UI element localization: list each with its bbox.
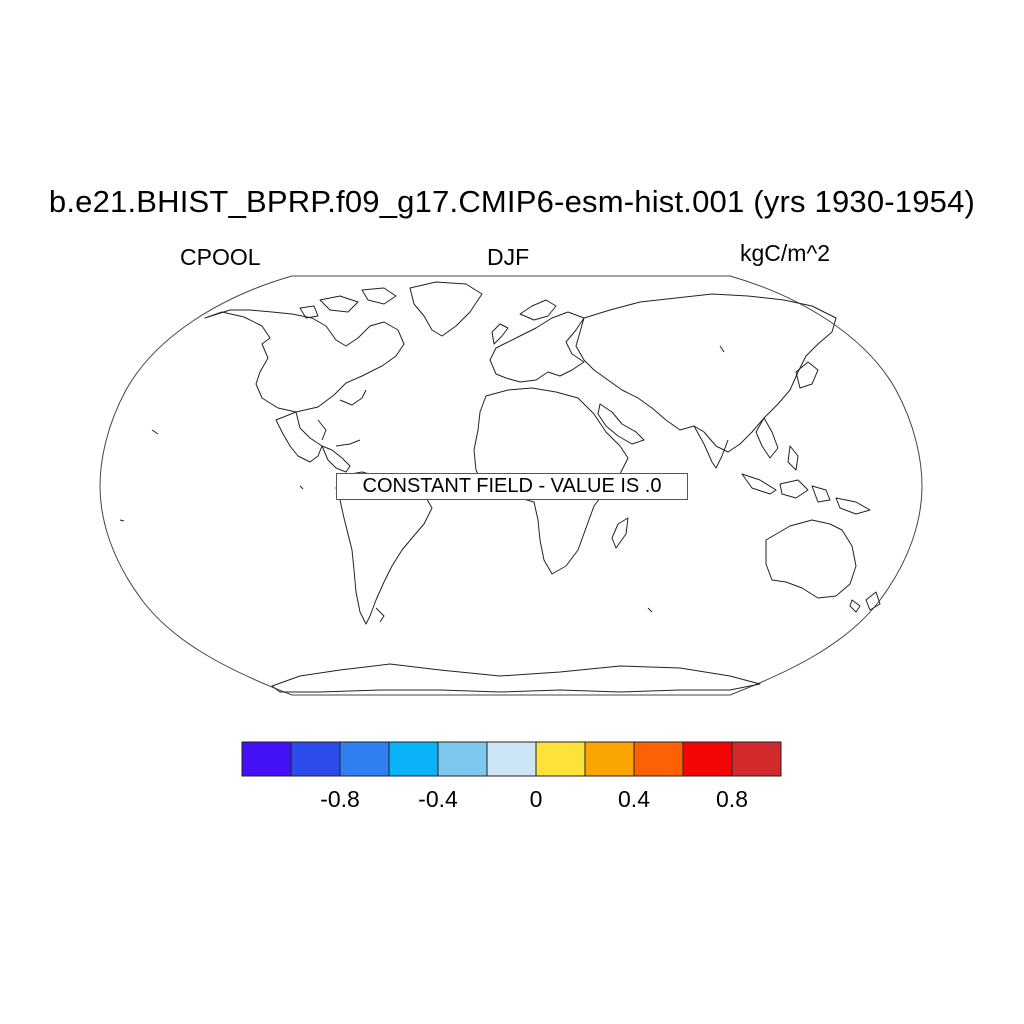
colorbar-tick-label: 0.8 — [716, 786, 748, 812]
units-label: kgC/m^2 — [740, 240, 831, 266]
colorbar-swatch — [682, 741, 733, 777]
colorbar-tick-label: 0.4 — [618, 786, 650, 812]
colorbar-tick-label: 0 — [529, 786, 543, 812]
variable-label: CPOOL — [180, 244, 261, 270]
colorbar-swatch — [584, 741, 635, 777]
season-label: DJF — [487, 244, 530, 270]
colorbar-swatch — [633, 741, 684, 777]
constant-field-label: CONSTANT FIELD - VALUE IS .0 — [336, 473, 688, 500]
colorbar-tick-label: -0.4 — [418, 786, 458, 812]
colorbar-swatch — [241, 741, 292, 777]
colorbar-swatch — [437, 741, 488, 777]
colorbar — [241, 741, 782, 777]
plot-title: b.e21.BHIST_BPRP.f09_g17.CMIP6-esm-hist.… — [48, 184, 976, 219]
colorbar-swatch — [290, 741, 341, 777]
colorbar-swatch — [731, 741, 782, 777]
colorbar-swatch — [388, 741, 439, 777]
colorbar-swatch — [339, 741, 390, 777]
colorbar-tick-label: -0.8 — [320, 786, 360, 812]
colorbar-swatch — [535, 741, 586, 777]
colorbar-swatch — [486, 741, 537, 777]
